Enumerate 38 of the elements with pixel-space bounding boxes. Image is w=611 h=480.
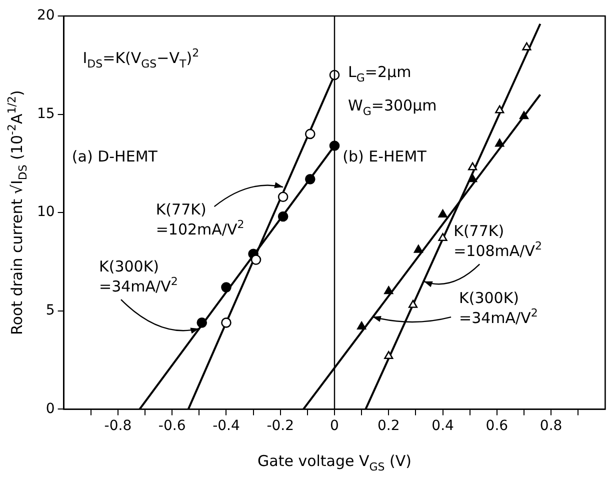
point (384, 350, 394, 360)
point (438, 233, 448, 242)
point (196, 318, 208, 328)
y-tick-label: 0 (46, 400, 55, 417)
point (304, 174, 316, 184)
point (468, 162, 478, 170)
y-tick-label: 20 (36, 8, 55, 24)
point (468, 174, 478, 182)
x-tick-label: 0.4 (432, 418, 454, 434)
y-tick-label: 10 (36, 204, 55, 220)
point (495, 138, 504, 147)
x-tick-label: -0.4 (212, 418, 240, 434)
point (438, 209, 448, 218)
x-tick-label: 0 (330, 418, 339, 434)
y-axis-title: Root drain current √IDS (10-2A1/2) (5, 90, 30, 336)
point (519, 111, 529, 120)
x-tick-label: 0.6 (486, 418, 508, 434)
point (221, 282, 232, 292)
point (522, 42, 532, 50)
point (414, 244, 423, 253)
point (278, 211, 288, 222)
point (495, 105, 504, 114)
point (304, 128, 316, 140)
point (278, 192, 288, 202)
point (250, 254, 262, 265)
annotation: (a) D-HEMT (72, 147, 158, 166)
point (357, 321, 366, 330)
point (408, 300, 418, 308)
x-tick-label: 0.8 (540, 418, 562, 434)
annotation: (b) E-HEMT (342, 147, 428, 166)
point (384, 286, 394, 294)
x-tick-label: 0.2 (378, 418, 400, 434)
x-tick-label: -0.2 (266, 418, 294, 434)
y-tick-label: 5 (46, 302, 55, 319)
y-tick-label: 15 (36, 106, 55, 122)
x-tick-label: -0.6 (158, 418, 186, 434)
x-tick-label: -0.8 (104, 418, 132, 434)
point (221, 318, 232, 328)
